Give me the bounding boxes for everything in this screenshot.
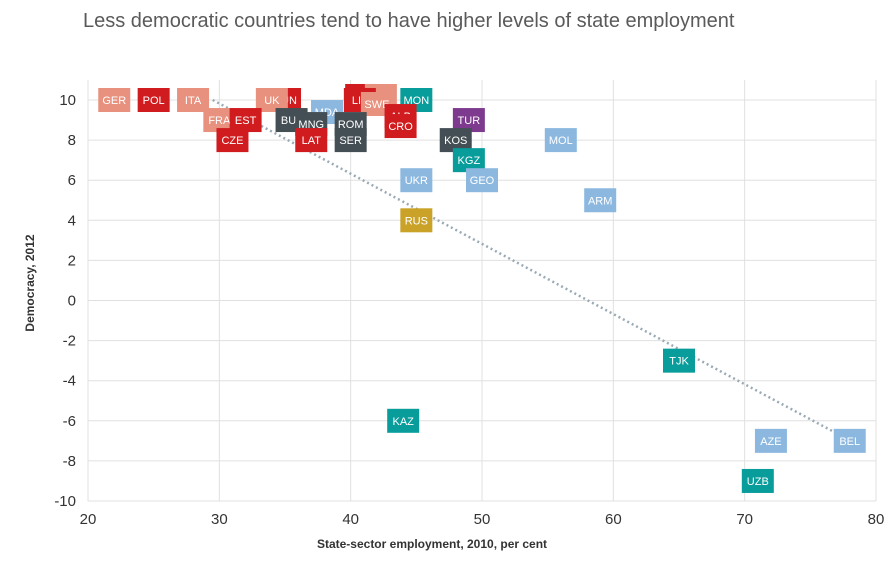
point-label: TUR — [458, 115, 481, 127]
y-tick-label: 4 — [68, 212, 76, 229]
trendline-path — [212, 98, 844, 438]
point-marker — [584, 188, 617, 213]
data-point-bel: BEL — [833, 428, 866, 453]
data-point-cze: CZE — [216, 128, 249, 153]
y-axis-ticks: -10 -8 -6 -4 -2 0 2 4 6 8 10 — [54, 92, 76, 510]
x-tick-label: 50 — [474, 511, 491, 528]
x-tick-label: 70 — [736, 511, 753, 528]
data-point-uzb: UZB — [741, 468, 774, 493]
data-point-geo: GEO — [466, 168, 498, 193]
x-axis-ticks: 20 30 40 50 60 70 80 — [80, 511, 885, 528]
point-marker — [439, 128, 472, 153]
point-marker — [544, 128, 577, 153]
data-point-cro: CRO — [384, 114, 417, 139]
point-marker — [255, 88, 288, 112]
point-marker — [400, 208, 433, 233]
data-point-kgz: KGZ — [452, 148, 485, 173]
point-marker — [137, 88, 170, 112]
point-label: FRA — [208, 115, 231, 127]
data-point-pol: POL — [137, 88, 170, 112]
point-marker — [741, 468, 774, 493]
data-point-rus: RUS — [400, 208, 433, 233]
data-points: GERPOLITAHUNUKSVKSLOLITSWEMONFRAESTMDABU… — [98, 83, 866, 493]
point-marker — [384, 114, 417, 139]
point-label: UKR — [405, 175, 428, 187]
point-label: UZB — [747, 476, 769, 488]
data-point-kos: KOS — [439, 128, 472, 153]
data-point-ser: SER — [334, 128, 367, 153]
point-marker — [177, 88, 210, 112]
point-marker — [452, 148, 485, 173]
point-label: GEO — [470, 175, 495, 187]
x-tick-label: 40 — [342, 511, 359, 528]
point-marker — [334, 128, 367, 153]
point-label: KOS — [444, 135, 467, 147]
y-tick-label: -6 — [63, 413, 76, 430]
point-label: UK — [264, 95, 280, 107]
point-label: CZE — [221, 135, 243, 147]
point-marker — [295, 128, 328, 153]
point-label: GER — [102, 95, 126, 107]
point-label: SWE — [364, 99, 389, 111]
point-label: BEL — [839, 436, 860, 448]
point-label: CRO — [388, 121, 413, 133]
point-marker — [754, 428, 787, 453]
data-point-mol: MOL — [544, 128, 577, 153]
point-label: TJK — [669, 356, 689, 368]
point-label: EST — [235, 115, 257, 127]
point-label: SER — [339, 135, 362, 147]
y-tick-label: -2 — [63, 333, 76, 350]
point-label: AZE — [760, 436, 781, 448]
data-point-uk: UK — [255, 88, 288, 112]
x-tick-label: 80 — [868, 511, 885, 528]
y-tick-label: 2 — [68, 252, 76, 269]
data-point-ukr: UKR — [400, 168, 433, 193]
point-marker — [229, 108, 262, 133]
point-label: MNG — [298, 119, 324, 131]
trendline — [212, 98, 844, 438]
data-point-ger: GER — [98, 88, 131, 112]
data-point-lat: LAT — [295, 128, 328, 153]
y-tick-label: -10 — [54, 493, 76, 510]
data-point-est: EST — [229, 108, 262, 133]
data-point-kaz: KAZ — [387, 408, 420, 433]
y-axis-title: Democracy, 2012 — [23, 234, 37, 332]
y-tick-label: 6 — [68, 172, 76, 189]
chart-title: Less democratic countries tend to have h… — [83, 10, 735, 32]
point-label: KAZ — [392, 416, 414, 428]
point-label: POL — [143, 95, 165, 107]
y-tick-label: -8 — [63, 453, 76, 470]
point-marker — [387, 408, 420, 433]
point-marker — [663, 348, 695, 373]
point-label: KGZ — [458, 155, 481, 167]
data-point-tur: TUR — [452, 108, 485, 133]
point-label: MOL — [549, 135, 573, 147]
point-marker — [400, 168, 433, 193]
x-axis-title: State-sector employment, 2010, per cent — [317, 537, 547, 551]
data-point-arm: ARM — [584, 188, 617, 213]
data-point-aze: AZE — [754, 428, 787, 453]
point-label: LAT — [302, 135, 322, 147]
point-label: MON — [403, 95, 429, 107]
point-marker — [452, 108, 485, 133]
y-tick-label: 8 — [68, 132, 76, 149]
point-label: ARM — [588, 195, 612, 207]
point-label: ITA — [185, 95, 202, 107]
point-marker — [98, 88, 131, 112]
y-tick-label: 0 — [68, 293, 76, 310]
x-tick-label: 20 — [80, 511, 97, 528]
point-marker — [216, 128, 249, 153]
data-point-tjk: TJK — [663, 348, 695, 373]
y-tick-label: 10 — [59, 92, 76, 109]
data-point-ita: ITA — [177, 88, 210, 112]
point-label: ROM — [338, 119, 364, 131]
point-marker — [466, 168, 498, 193]
x-tick-label: 30 — [211, 511, 228, 528]
x-tick-label: 60 — [605, 511, 622, 528]
point-label: RUS — [405, 215, 428, 227]
point-marker — [833, 428, 866, 453]
y-tick-label: -4 — [63, 373, 76, 390]
